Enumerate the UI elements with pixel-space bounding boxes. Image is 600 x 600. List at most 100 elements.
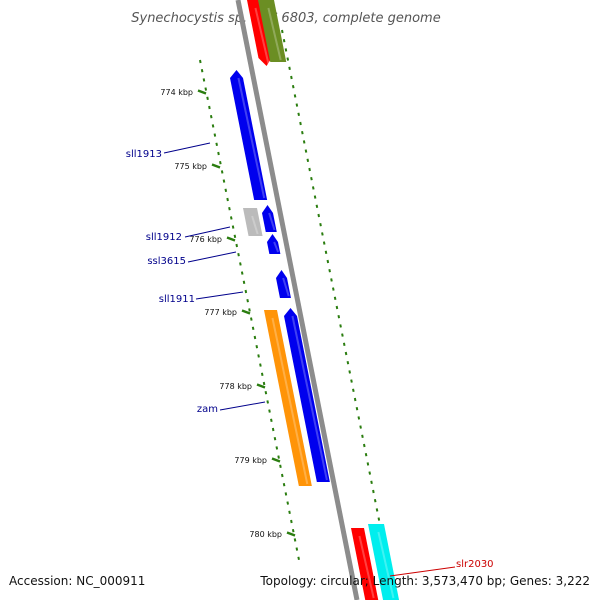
inner-track-dot: [240, 271, 244, 275]
outer-track-dot: [377, 517, 381, 521]
scale-tick: [211, 163, 221, 169]
inner-track-dot: [291, 529, 295, 533]
outer-track-dot: [357, 416, 361, 420]
inner-track-dot: [242, 280, 246, 284]
inner-track-dot: [239, 262, 242, 266]
gene-label-sll1912[interactable]: sll1912: [146, 232, 182, 243]
inner-track-dot: [237, 253, 240, 257]
outer-track-dot: [346, 361, 350, 365]
outer-track-dot: [317, 213, 321, 218]
inner-track-dot: [280, 473, 284, 478]
outer-track-dot: [301, 131, 304, 135]
inner-track-dot: [271, 427, 275, 432]
inner-track-dot: [209, 115, 213, 119]
gene-label-leader: [163, 142, 211, 154]
inner-track-dot: [244, 289, 248, 294]
outer-track-dot: [295, 103, 299, 107]
inner-track-dot: [259, 363, 262, 367]
outer-track-dot: [281, 29, 284, 34]
inner-track-dot: [290, 519, 293, 524]
gene-sll1912-gray: [243, 208, 263, 236]
outer-track-dot: [341, 333, 344, 337]
gene-olive-top-highlight: [267, 7, 282, 61]
gene-ssl3615-highlight: [273, 241, 280, 253]
inner-track-dot: [262, 381, 266, 386]
inner-track-dot: [293, 538, 297, 542]
gene-zam: [264, 310, 312, 486]
outer-track-dot: [310, 177, 313, 181]
inner-track-dot: [268, 409, 271, 413]
outer-track-dot: [359, 425, 362, 429]
gene-sll1911-highlight: [282, 277, 290, 297]
gene-ssl3615: [267, 234, 281, 254]
outer-track-dot: [332, 287, 335, 291]
outer-track-dot: [364, 453, 368, 457]
inner-track-dot: [213, 133, 217, 137]
outer-track-dot: [337, 315, 341, 319]
outer-track-dot: [288, 66, 291, 70]
outer-track-dot: [282, 39, 286, 43]
outer-track-dot: [328, 269, 331, 273]
gene-label-slr2030[interactable]: slr2030: [456, 559, 494, 570]
gene-label-leader: [195, 291, 244, 300]
scale-tick: [271, 457, 281, 463]
scale-tick: [256, 383, 266, 389]
scale-tick-label: 778 kbp: [219, 382, 252, 391]
gene-red-top: [247, 0, 272, 66]
gene-sll1912-highlight: [268, 212, 276, 231]
outer-track-dot: [297, 112, 300, 116]
gene-sll1912-gray-highlight: [251, 215, 259, 235]
outer-track-dot: [321, 232, 324, 236]
scale-tick: [286, 531, 296, 537]
map-title: Synechocystis sp. PCC 6803, complete gen…: [131, 11, 440, 26]
outer-track-dot: [324, 250, 328, 254]
inner-track-dot: [250, 317, 253, 321]
inner-track-dot: [215, 142, 218, 146]
gene-features: [230, 0, 400, 600]
inner-track-dot: [235, 243, 239, 248]
outer-track-dot: [348, 370, 351, 374]
inner-track-dot: [219, 161, 222, 165]
inner-track-dot: [248, 308, 251, 312]
inner-track-dot: [255, 345, 259, 349]
scale-tick-label: 780 kbp: [249, 530, 282, 539]
inner-track-dot: [288, 510, 291, 514]
gene-label-sll1913[interactable]: sll1913: [126, 149, 162, 160]
genome-summary-text: Topology: circular; Length: 3,573,470 bp…: [260, 574, 590, 588]
gene-label-leader: [184, 226, 231, 238]
inner-track-dot: [229, 216, 233, 220]
outer-track-dot: [368, 471, 372, 475]
gene-blue-long: [284, 308, 330, 482]
scale-tick: [226, 236, 236, 242]
outer-track-dot: [344, 351, 348, 356]
inner-track-dot: [220, 170, 224, 174]
scale-tick-label: 774 kbp: [160, 88, 193, 97]
outer-track-dot: [342, 342, 346, 346]
inner-track-dot: [260, 372, 264, 376]
inner-track-dot: [253, 335, 257, 340]
inner-track-dot: [228, 207, 231, 211]
inner-track-dot: [208, 105, 211, 110]
inner-track-dot: [246, 299, 249, 303]
outer-track-dot: [373, 499, 377, 503]
inner-track-dot: [233, 234, 237, 238]
gene-cyan-bottom: [368, 524, 400, 600]
gene-labels: sll1913 sll1912 ssl3615 sll1911 zam slr2030: [126, 142, 494, 577]
gene-label-zam[interactable]: zam: [197, 404, 218, 415]
gene-olive-top: [258, 0, 287, 62]
inner-track-dot: [231, 225, 235, 229]
outer-track-dot: [330, 278, 333, 282]
inner-track-dot: [270, 418, 273, 422]
outer-track-dot: [293, 94, 297, 98]
gene-label-sll1911[interactable]: sll1911: [159, 294, 195, 305]
outer-track-dot: [352, 388, 355, 392]
gene-label-ssl3615[interactable]: ssl3615: [147, 256, 186, 267]
gene-label-leader: [219, 401, 266, 411]
inner-track-dot: [224, 188, 228, 192]
gene-sll1912: [262, 205, 277, 232]
gene-label-leader: [187, 251, 237, 263]
inner-track-dot: [217, 151, 220, 156]
outer-track-dot: [372, 489, 375, 494]
gene-slr2030: [351, 528, 379, 600]
scale-tick-label: 777 kbp: [204, 308, 237, 317]
